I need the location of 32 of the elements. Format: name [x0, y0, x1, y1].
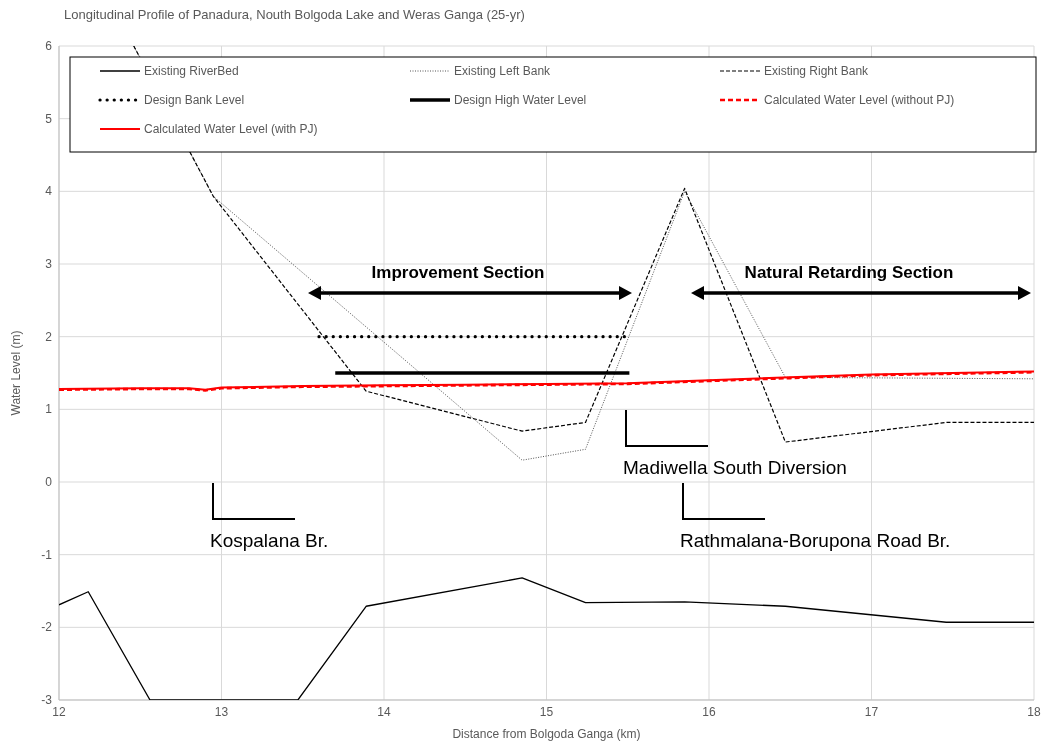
y-tick-label: 5 — [45, 111, 53, 126]
x-tick-label: 16 — [702, 705, 716, 719]
y-tick-label: 0 — [45, 475, 53, 489]
x-tick-label: 12 — [52, 705, 66, 719]
legend-label: Existing Right Bank — [764, 64, 870, 78]
x-axis-title: Distance from Bolgoda Ganga (km) — [452, 727, 641, 741]
legend-label: Existing Left Bank — [454, 64, 552, 78]
annotation: Improvement Section — [371, 263, 545, 282]
chart-title: Longitudinal Profile of Panadura, Nouth Bolgoda Lake and Weras Ganga (25-yr) — [64, 7, 525, 22]
annotation: Rathmalana-Borupona Road Br. — [680, 530, 951, 551]
x-tick-label: 15 — [539, 705, 554, 719]
legend-label: Design High Water Level — [454, 93, 587, 107]
annotation: Madiwella South Diversion — [623, 457, 847, 478]
legend-label: Design Bank Level — [144, 93, 245, 107]
legend-label: Calculated Water Level (with PJ) — [144, 122, 318, 136]
x-tick-label: 14 — [377, 705, 391, 719]
x-tick-label: 18 — [1027, 705, 1041, 719]
legend-label: Calculated Water Level (without PJ) — [764, 93, 955, 107]
y-tick-label: -3 — [41, 693, 53, 707]
annotation: Kospalana Br. — [210, 530, 329, 551]
x-tick-label: 13 — [214, 705, 229, 719]
y-axis-title: Water Level (m) — [9, 330, 23, 416]
y-tick-label: -2 — [41, 620, 53, 635]
legend-label: Existing RiverBed — [144, 64, 239, 78]
y-tick-label: 6 — [45, 39, 53, 53]
annotation: Natural Retarding Section — [744, 263, 954, 282]
y-tick-label: 3 — [45, 257, 53, 271]
y-tick-label: -1 — [41, 547, 53, 562]
y-tick-label: 4 — [45, 184, 53, 199]
y-tick-label: 1 — [45, 402, 53, 417]
y-tick-label: 2 — [45, 329, 53, 344]
x-tick-label: 17 — [864, 705, 879, 719]
